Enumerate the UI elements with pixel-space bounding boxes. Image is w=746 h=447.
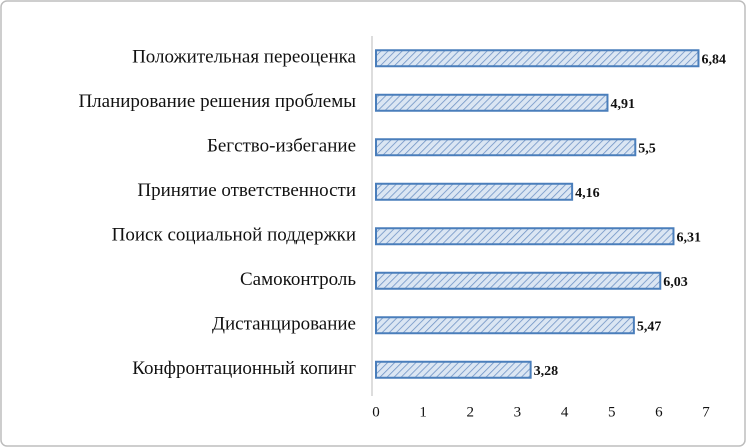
category-label: Принятие ответственности bbox=[137, 180, 356, 201]
value-label: 6,84 bbox=[701, 52, 726, 67]
bar bbox=[375, 182, 574, 201]
bar bbox=[375, 227, 675, 246]
bar bbox=[375, 93, 609, 112]
category-label: Дистанцирование bbox=[212, 314, 356, 335]
value-label: 5,5 bbox=[638, 141, 656, 156]
x-tick-label: 6 bbox=[655, 404, 663, 420]
bar bbox=[375, 271, 662, 290]
category-label: Поиск социальной поддержки bbox=[112, 225, 356, 246]
value-label: 4,91 bbox=[610, 97, 635, 112]
category-label: Бегство-избегание bbox=[207, 136, 356, 157]
x-tick-label: 0 bbox=[372, 404, 380, 420]
bar bbox=[375, 316, 635, 335]
category-label: Планирование решения проблемы bbox=[78, 91, 356, 112]
bar bbox=[375, 360, 532, 379]
value-label: 6,31 bbox=[676, 230, 701, 245]
bar bbox=[375, 138, 637, 157]
value-label: 5,47 bbox=[637, 319, 662, 334]
x-tick-label: 1 bbox=[419, 404, 427, 420]
x-tick-label: 2 bbox=[467, 404, 475, 420]
value-label: 3,28 bbox=[534, 364, 559, 379]
x-tick-label: 3 bbox=[514, 404, 522, 420]
category-label: Конфронтационный копинг bbox=[132, 358, 356, 379]
x-tick-label: 4 bbox=[561, 404, 569, 420]
x-tick-label: 5 bbox=[608, 404, 616, 420]
value-label: 4,16 bbox=[575, 186, 600, 201]
bar bbox=[375, 49, 700, 68]
category-label: Самоконтроль bbox=[240, 269, 356, 290]
value-label: 6,03 bbox=[663, 275, 688, 290]
category-label: Положительная переоценка bbox=[132, 47, 356, 68]
x-tick-label: 7 bbox=[702, 404, 710, 420]
